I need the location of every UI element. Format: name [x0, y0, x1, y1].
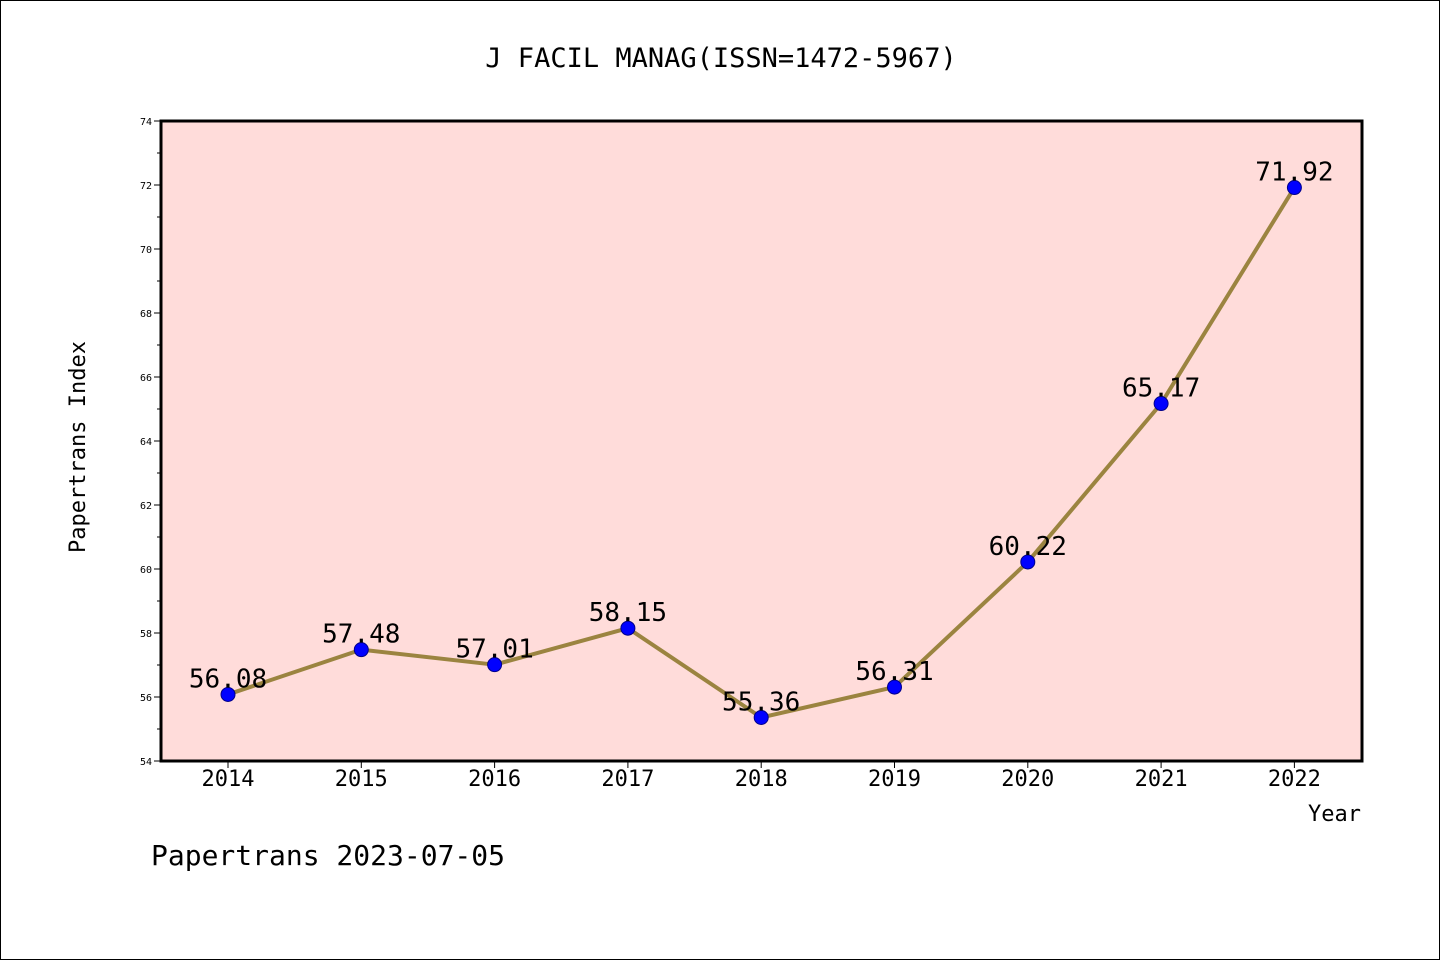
y-tick-label: 64 [140, 437, 152, 448]
data-label: 57.01 [455, 635, 533, 665]
x-tick-label: 2022 [1268, 767, 1321, 792]
data-labels: 56.08 57.48 57.01 58.15 55.36 56.31 60.22 65.17… [189, 158, 1334, 718]
y-axis: 54 56 58 60 62 64 66 68 70 72 74 [140, 117, 161, 768]
y-tick-label: 66 [140, 373, 152, 384]
plot-area [161, 121, 1362, 761]
x-tick-label: 2017 [601, 767, 654, 792]
chart-title: J FACIL MANAG(ISSN=1472-5967) [485, 43, 956, 74]
data-point [753, 709, 769, 725]
x-axis-label: Year [1308, 802, 1361, 827]
data-point [220, 686, 236, 702]
data-point [1286, 180, 1302, 196]
data-point [1020, 554, 1036, 570]
y-tick-label: 60 [140, 565, 152, 576]
data-point [1153, 396, 1169, 412]
series-markers [220, 180, 1302, 725]
plot-frame [159, 119, 1364, 763]
data-point [487, 657, 503, 673]
data-label: 71.92 [1255, 158, 1333, 188]
data-label: 65.17 [1122, 374, 1200, 404]
y-tick-label: 56 [140, 693, 152, 704]
y-tick-label: 74 [140, 117, 152, 128]
data-label: 60.22 [989, 532, 1067, 562]
y-tick-label: 68 [140, 309, 152, 320]
y-tick-label: 58 [140, 629, 152, 640]
x-tick-label: 2015 [335, 767, 388, 792]
data-point [620, 620, 636, 636]
x-tick-label: 2014 [202, 767, 255, 792]
y-tick-label: 72 [140, 181, 152, 192]
y-tick-label: 62 [140, 501, 152, 512]
data-label: 58.15 [589, 598, 667, 628]
data-point [353, 642, 369, 658]
y-tick-label: 70 [140, 245, 152, 256]
data-point [887, 679, 902, 695]
x-axis: 2014 2015 2016 2017 2018 2019 2020 2021 2022 [202, 761, 1321, 792]
data-label: 56.08 [189, 664, 267, 694]
data-label: 55.36 [722, 687, 800, 717]
x-tick-label: 2016 [468, 767, 521, 792]
data-label: 56.31 [855, 657, 933, 687]
x-tick-label: 2020 [1001, 767, 1054, 792]
x-tick-label: 2021 [1135, 767, 1188, 792]
x-tick-label: 2018 [735, 767, 788, 792]
footer-text: Papertrans 2023-07-05 [151, 839, 505, 872]
y-tick-label: 54 [140, 757, 152, 768]
y-axis-label: Papertrans Index [66, 341, 91, 553]
data-label: 57.48 [322, 620, 400, 650]
x-tick-label: 2019 [868, 767, 921, 792]
